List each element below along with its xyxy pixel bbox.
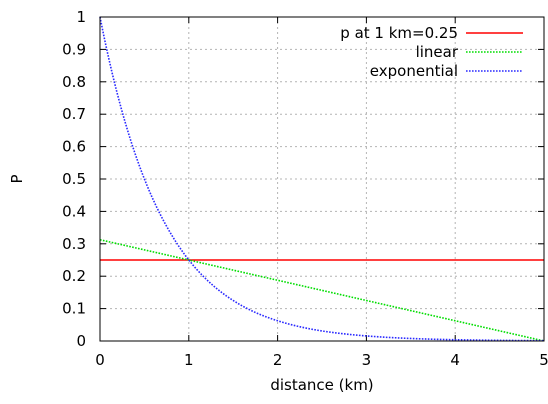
y-tick-label: 0.8: [62, 73, 86, 91]
y-tick-label: 0.4: [62, 202, 86, 220]
y-tick-label: 0.9: [62, 40, 86, 58]
y-tick-label: 0.6: [62, 138, 86, 156]
x-tick-label: 4: [450, 351, 460, 369]
y-tick-label: 0.2: [62, 267, 86, 285]
y-tick-label: 0.7: [62, 105, 86, 123]
plot-frame: [99, 16, 545, 342]
x-tick-label: 0: [95, 351, 105, 369]
legend-label: linear: [416, 43, 459, 61]
x-tick-label: 3: [362, 351, 372, 369]
series-lines: [99, 16, 545, 342]
y-tick-label: 0.3: [62, 235, 86, 253]
y-axis-label: P: [8, 174, 26, 183]
axis-ticks: [99, 16, 545, 342]
x-tick-label: 2: [273, 351, 283, 369]
x-tick-labels: 0 1 2 3 4 5: [95, 351, 548, 369]
series-line-exponential: [99, 16, 545, 342]
legend-label: exponential: [370, 62, 458, 80]
x-tick-label: 5: [539, 351, 548, 369]
legend-label: p at 1 km=0.25: [340, 24, 458, 42]
series-line-linear: [99, 238, 545, 342]
x-axis-label: distance (km): [270, 376, 373, 394]
x-tick-label: 1: [184, 351, 194, 369]
y-tick-label: 0: [76, 332, 86, 350]
y-tick-labels: 0 0.1 0.2 0.3 0.4 0.5 0.6 0.7 0.8 0.9 1: [62, 8, 86, 350]
y-tick-label: 0.5: [62, 170, 86, 188]
grid: [100, 17, 544, 341]
y-tick-label: 1: [76, 8, 86, 26]
y-tick-label: 0.1: [62, 300, 86, 318]
